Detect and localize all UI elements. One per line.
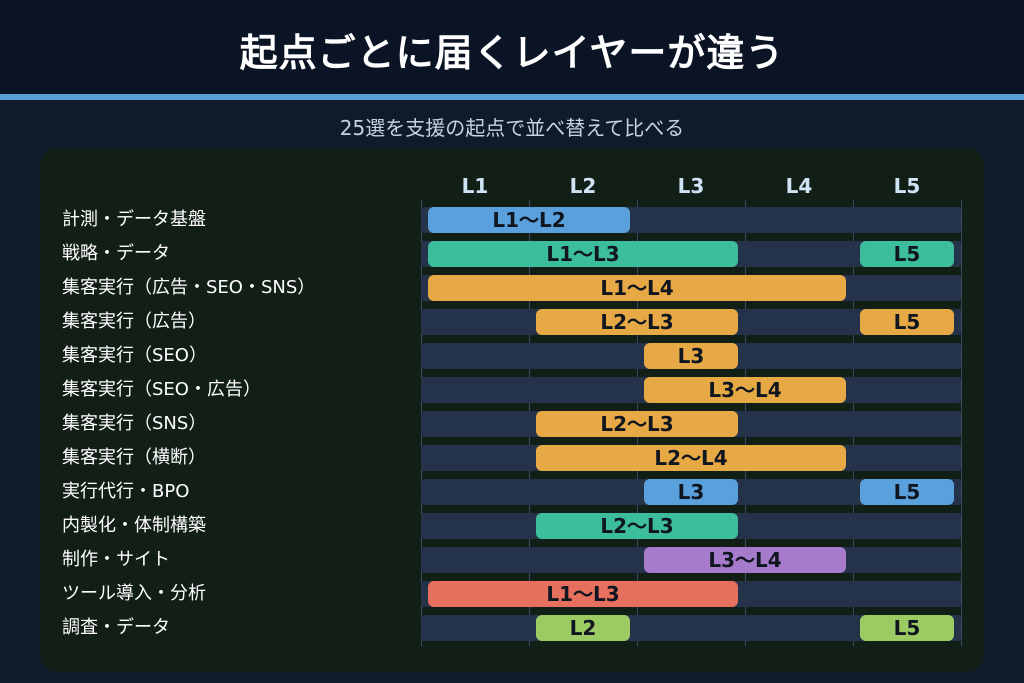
range-bar: L1〜L2 [428, 207, 630, 233]
page-title: 起点ごとに届くレイヤーが違う [239, 31, 785, 75]
row-label: 集客実行（SEO） [62, 345, 207, 366]
row-label: 集客実行（広告・SEO・SNS） [62, 277, 316, 298]
column-header-l4: L4 [785, 174, 813, 198]
column-header-l2: L2 [569, 174, 597, 198]
range-bar: L1〜L4 [428, 275, 846, 301]
row-label: 実行代行・BPO [62, 481, 190, 502]
row-label: 制作・サイト [62, 549, 170, 570]
header-band [0, 0, 1024, 96]
accent-line [0, 94, 1024, 100]
column-header-l5: L5 [893, 174, 921, 198]
range-bar: L3 [644, 479, 738, 505]
row-label: 集客実行（SNS） [62, 413, 207, 434]
range-bar: L2〜L4 [536, 445, 846, 471]
range-bar: L2 [536, 615, 630, 641]
range-bar: L1〜L3 [428, 241, 738, 267]
row-label: 計測・データ基盤 [62, 209, 206, 230]
column-header-l1: L1 [461, 174, 489, 198]
range-bar: L5 [860, 241, 954, 267]
row-label: 調査・データ [62, 617, 170, 638]
range-bar: L5 [860, 615, 954, 641]
range-bar: L5 [860, 479, 954, 505]
range-bar: L2〜L3 [536, 411, 738, 437]
range-bar: L5 [860, 309, 954, 335]
row-label: 集客実行（SEO・広告） [62, 379, 261, 400]
range-bar: L2〜L3 [536, 309, 738, 335]
range-bar: L1〜L3 [428, 581, 738, 607]
row-label: 内製化・体制構築 [62, 515, 206, 536]
range-bar: L3〜L4 [644, 377, 846, 403]
row-label: 集客実行（横断） [62, 447, 206, 468]
column-divider [961, 200, 962, 646]
row-label: ツール導入・分析 [62, 583, 206, 604]
row-label: 戦略・データ [62, 243, 170, 264]
range-bar: L3〜L4 [644, 547, 846, 573]
page-subtitle: 25選を支援の起点で並べ替えて比べる [339, 116, 685, 140]
row-label: 集客実行（広告） [62, 311, 206, 332]
range-bar: L2〜L3 [536, 513, 738, 539]
column-header-l3: L3 [677, 174, 705, 198]
range-bar: L3 [644, 343, 738, 369]
